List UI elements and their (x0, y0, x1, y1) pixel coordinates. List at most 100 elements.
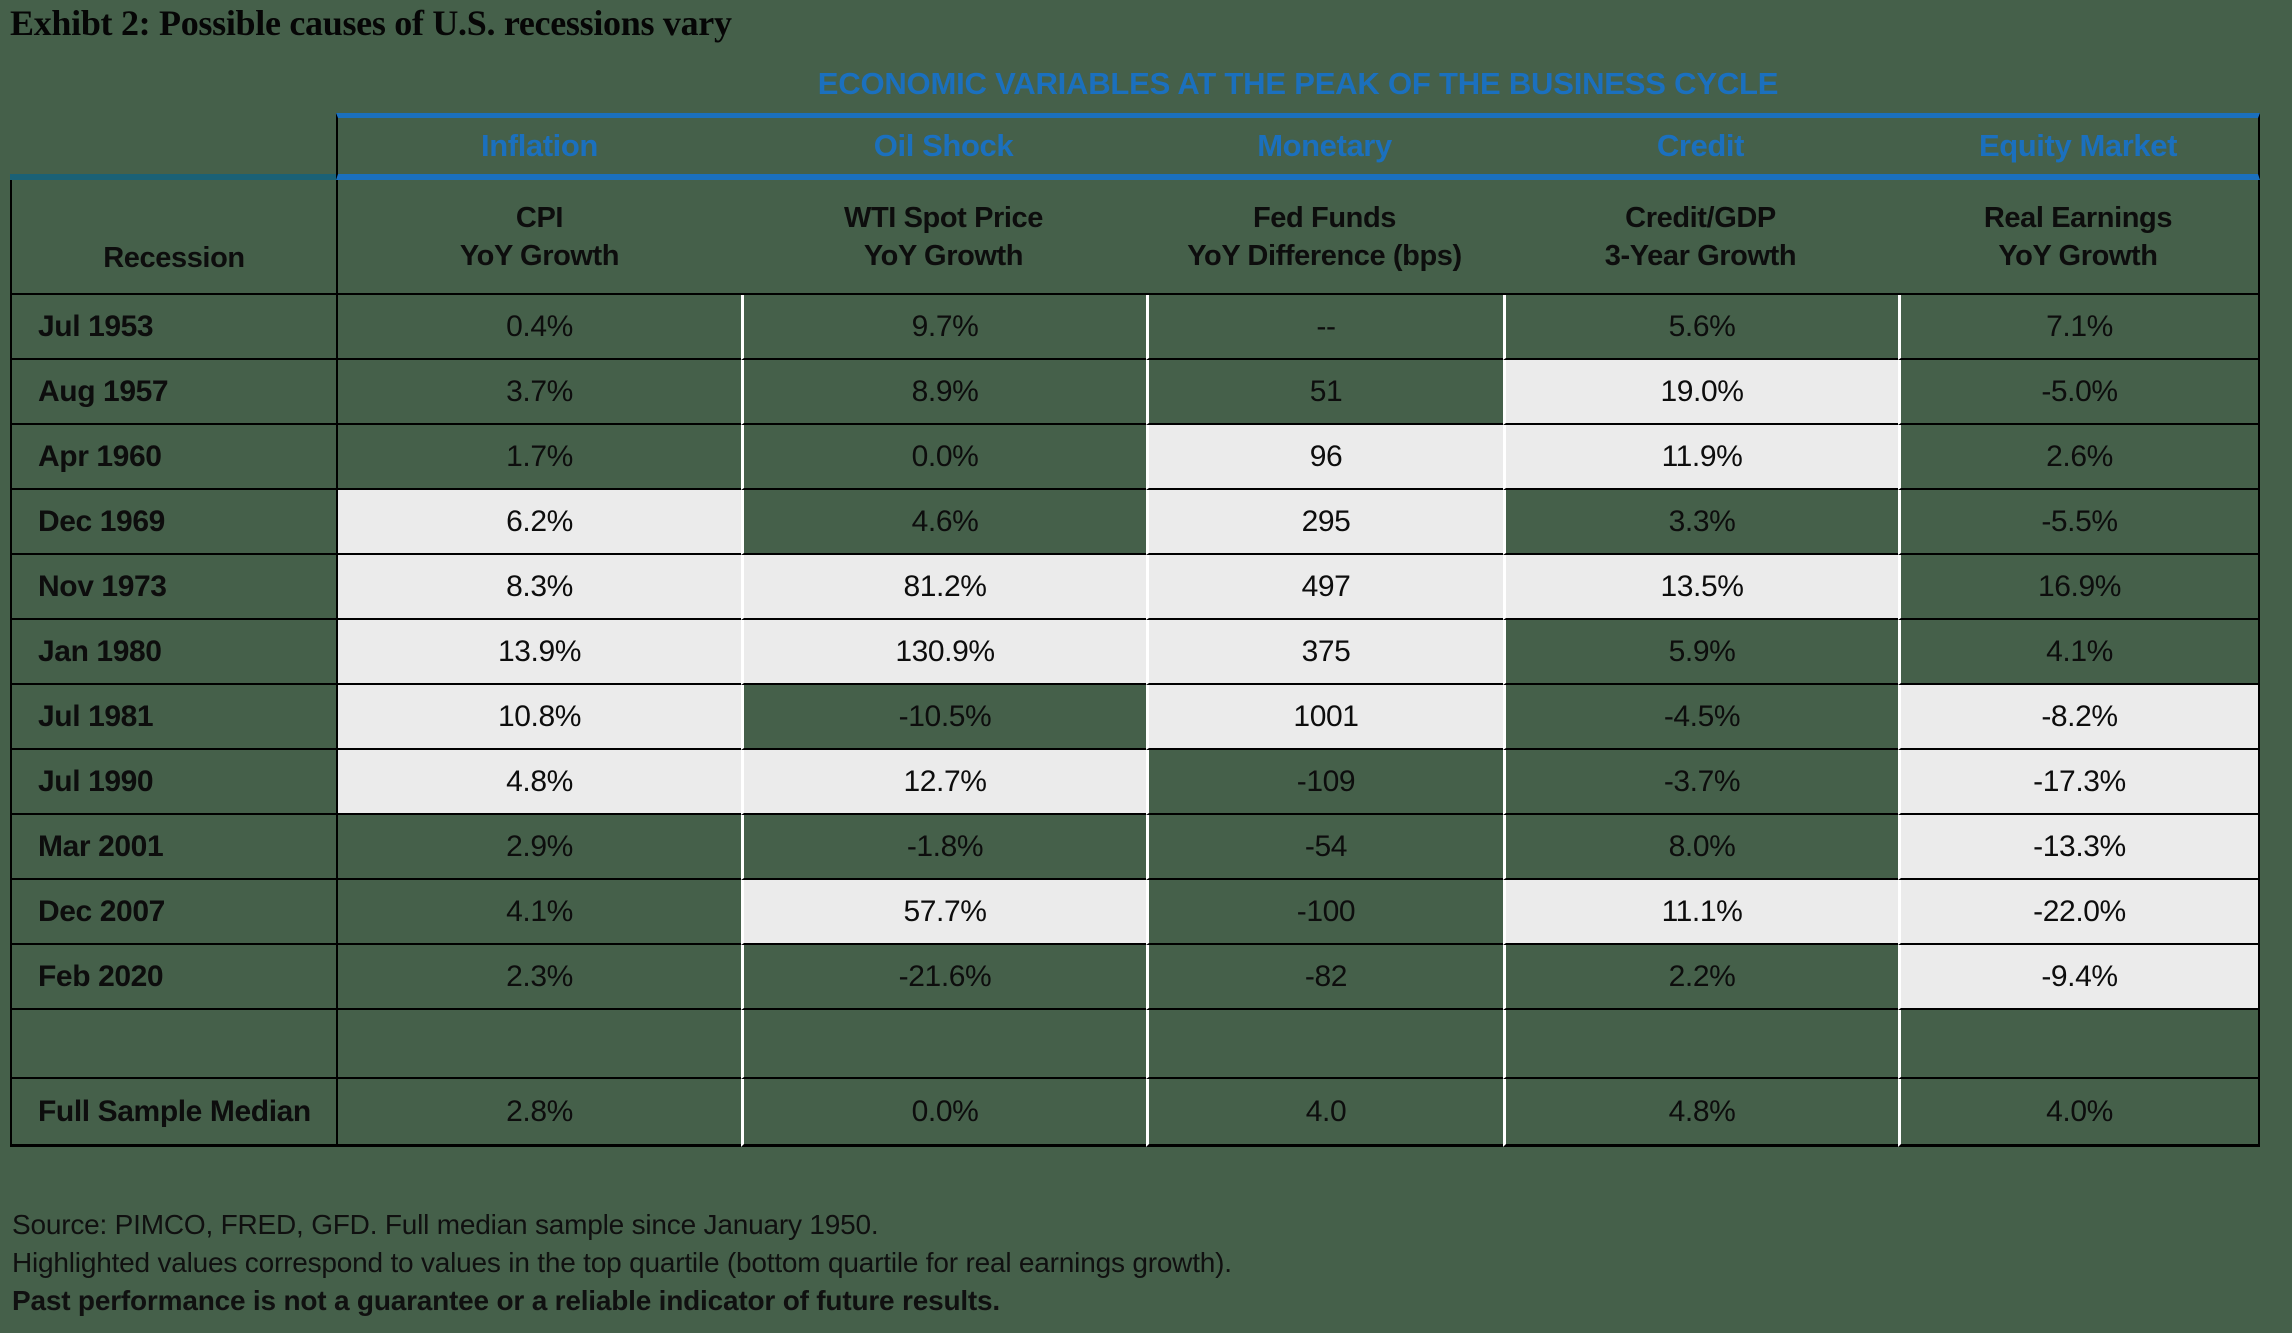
value-cell: -54 (1146, 815, 1503, 880)
column-header-line: Fed Funds (1252, 201, 1396, 234)
value-cell: 8.0% (1503, 815, 1898, 880)
value-cell: 16.9% (1898, 555, 2260, 620)
value-cell: 3.7% (336, 360, 741, 425)
value-cell: 4.6% (741, 490, 1146, 555)
category-spacer (10, 113, 336, 180)
median-row: Full Sample Median 2.8% 0.0% 4.0 4.8% 4.… (10, 1079, 2260, 1147)
table-row: Nov 1973 8.3% 81.2% 497 13.5% 16.9% (10, 555, 2260, 620)
column-header-fed-funds: Fed Funds YoY Difference (bps) (1146, 180, 1503, 295)
value-cell: -3.7% (1503, 750, 1898, 815)
value-cell: -- (1146, 295, 1503, 360)
median-value-cell: 4.0 (1146, 1079, 1503, 1147)
column-header-line: WTI Spot Price (843, 201, 1044, 234)
value-cell: 11.1% (1503, 880, 1898, 945)
column-header-line: YoY Growth (863, 239, 1024, 272)
empty-cell (336, 1010, 741, 1079)
spacer-row (10, 1010, 2260, 1079)
value-cell: 8.9% (741, 360, 1146, 425)
empty-cell (1146, 1010, 1503, 1079)
median-label: Full Sample Median (10, 1079, 336, 1147)
table-row: Jul 1953 0.4% 9.7% -- 5.6% 7.1% (10, 295, 2260, 360)
row-label: Nov 1973 (10, 555, 336, 620)
row-label: Jan 1980 (10, 620, 336, 685)
table-row: Aug 1957 3.7% 8.9% 51 19.0% -5.0% (10, 360, 2260, 425)
value-cell: 2.2% (1503, 945, 1898, 1010)
median-value-cell: 4.8% (1503, 1079, 1898, 1147)
value-cell: 96 (1146, 425, 1503, 490)
value-cell: 10.8% (336, 685, 741, 750)
column-header-line: YoY Growth (459, 239, 620, 272)
value-cell: 13.5% (1503, 555, 1898, 620)
value-cell: -5.0% (1898, 360, 2260, 425)
table-row: Jul 1990 4.8% 12.7% -109 -3.7% -17.3% (10, 750, 2260, 815)
value-cell: -100 (1146, 880, 1503, 945)
table-row: Apr 1960 1.7% 0.0% 96 11.9% 2.6% (10, 425, 2260, 490)
category-label-monetary: Monetary (1146, 113, 1503, 180)
value-cell: 19.0% (1503, 360, 1898, 425)
row-label: Dec 1969 (10, 490, 336, 555)
value-cell: 295 (1146, 490, 1503, 555)
column-header-line: CPI (515, 201, 564, 234)
column-header-row: Recession CPI YoY Growth WTI Spot Price … (10, 180, 2260, 295)
table-row: Mar 2001 2.9% -1.8% -54 8.0% -13.3% (10, 815, 2260, 880)
column-header-cpi: CPI YoY Growth (336, 180, 741, 295)
empty-cell (10, 1010, 336, 1079)
column-header-line: Recession (103, 242, 245, 274)
table-row: Dec 1969 6.2% 4.6% 295 3.3% -5.5% (10, 490, 2260, 555)
column-header-wti: WTI Spot Price YoY Growth (741, 180, 1146, 295)
column-header-real-earnings: Real Earnings YoY Growth (1898, 180, 2260, 295)
value-cell: -9.4% (1898, 945, 2260, 1010)
value-cell: 2.3% (336, 945, 741, 1010)
footnotes: Source: PIMCO, FRED, GFD. Full median sa… (12, 1206, 1232, 1320)
footnote-highlight-note: Highlighted values correspond to values … (12, 1247, 1232, 1278)
value-cell: 130.9% (741, 620, 1146, 685)
value-cell: 57.7% (741, 880, 1146, 945)
value-cell: 497 (1146, 555, 1503, 620)
column-header-line: 3-Year Growth (1604, 239, 1797, 272)
value-cell: 375 (1146, 620, 1503, 685)
category-label-equity-market: Equity Market (1898, 113, 2260, 180)
value-cell: 11.9% (1503, 425, 1898, 490)
row-label: Jul 1981 (10, 685, 336, 750)
empty-cell (1503, 1010, 1898, 1079)
column-header-line: Credit/GDP (1625, 201, 1776, 234)
category-label-credit: Credit (1503, 113, 1898, 180)
row-label: Apr 1960 (10, 425, 336, 490)
value-cell: 12.7% (741, 750, 1146, 815)
value-cell: 8.3% (336, 555, 741, 620)
value-cell: -82 (1146, 945, 1503, 1010)
median-value-cell: 4.0% (1898, 1079, 2260, 1147)
value-cell: -17.3% (1898, 750, 2260, 815)
column-header-line: YoY Difference (bps) (1187, 239, 1462, 272)
value-cell: -8.2% (1898, 685, 2260, 750)
value-cell: -1.8% (741, 815, 1146, 880)
row-label: Dec 2007 (10, 880, 336, 945)
empty-cell (741, 1010, 1146, 1079)
row-label: Aug 1957 (10, 360, 336, 425)
value-cell: 7.1% (1898, 295, 2260, 360)
value-cell: 0.4% (336, 295, 741, 360)
value-cell: 6.2% (336, 490, 741, 555)
value-cell: 1001 (1146, 685, 1503, 750)
table-banner: ECONOMIC VARIABLES AT THE PEAK OF THE BU… (817, 66, 1779, 101)
table-row: Feb 2020 2.3% -21.6% -82 2.2% -9.4% (10, 945, 2260, 1010)
value-cell: -13.3% (1898, 815, 2260, 880)
value-cell: -5.5% (1898, 490, 2260, 555)
category-label-inflation: Inflation (336, 113, 741, 180)
column-header-line: YoY Growth (1998, 239, 2158, 272)
recession-column-header: Recession (10, 180, 336, 295)
table-row: Jul 1981 10.8% -10.5% 1001 -4.5% -8.2% (10, 685, 2260, 750)
category-header-row: Inflation Oil Shock Monetary Credit Equi… (10, 113, 2260, 180)
row-label: Jul 1990 (10, 750, 336, 815)
value-cell: -10.5% (741, 685, 1146, 750)
value-cell: 51 (1146, 360, 1503, 425)
row-label: Jul 1953 (10, 295, 336, 360)
recessions-table: Inflation Oil Shock Monetary Credit Equi… (10, 113, 2260, 1147)
value-cell: -21.6% (741, 945, 1146, 1010)
category-label-oil-shock: Oil Shock (741, 113, 1146, 180)
value-cell: 1.7% (336, 425, 741, 490)
value-cell: -109 (1146, 750, 1503, 815)
table-row: Dec 2007 4.1% 57.7% -100 11.1% -22.0% (10, 880, 2260, 945)
empty-cell (1898, 1010, 2260, 1079)
